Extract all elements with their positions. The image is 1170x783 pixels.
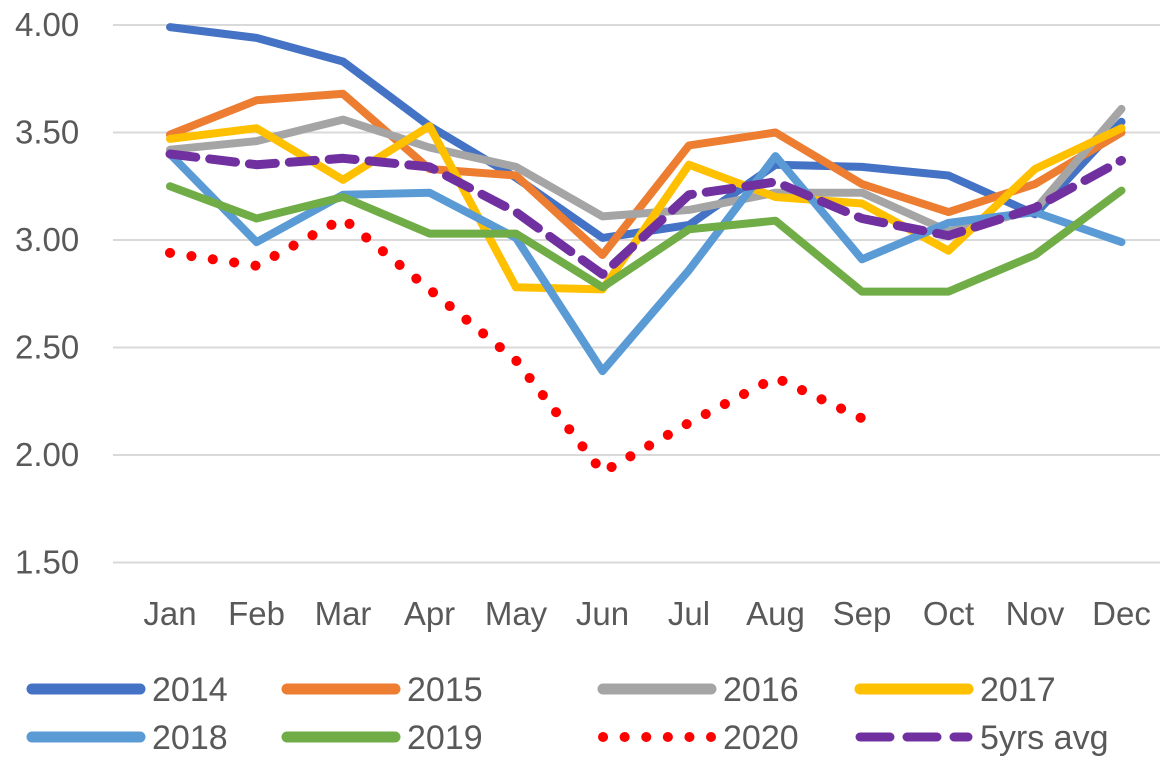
y-tick-label: 3.50 xyxy=(15,114,79,151)
legend-label: 2016 xyxy=(723,671,799,709)
legend-item-2015: 2015 xyxy=(281,671,483,709)
legend-item-5yrs-avg: 5yrs avg xyxy=(855,719,1109,757)
legend-label: 2019 xyxy=(407,719,483,757)
y-tick-label: 1.50 xyxy=(15,544,79,581)
series-line-2015 xyxy=(166,89,1126,259)
x-axis-labels: Jan Feb Mar Apr May Jun Jul Aug Sep Oct Nov Dec xyxy=(143,595,1150,632)
legend: 2014 2015 2016 2017 2018 2019 2020 5yrs avg xyxy=(26,671,1109,757)
y-tick-label: 3.00 xyxy=(15,221,79,258)
x-tick-label: Oct xyxy=(923,595,974,632)
x-tick-label: Mar xyxy=(315,595,372,632)
series-lines xyxy=(165,23,1126,478)
series-line-2019 xyxy=(166,182,1126,296)
legend-item-2014: 2014 xyxy=(26,671,228,709)
legend-label: 5yrs avg xyxy=(980,719,1109,757)
series-line-2017 xyxy=(166,122,1126,294)
legend-item-2017: 2017 xyxy=(854,671,1056,709)
legend-label: 2020 xyxy=(723,719,799,757)
y-tick-label: 4.00 xyxy=(15,6,79,43)
series-line-2020 xyxy=(165,213,867,478)
x-tick-label: Jan xyxy=(143,595,196,632)
legend-label: 2017 xyxy=(980,671,1056,709)
legend-label: 2015 xyxy=(407,671,483,709)
x-tick-label: Jul xyxy=(668,595,710,632)
legend-item-2018: 2018 xyxy=(26,719,228,757)
legend-item-2016: 2016 xyxy=(597,671,799,709)
x-tick-label: May xyxy=(485,595,548,632)
x-tick-label: Dec xyxy=(1092,595,1151,632)
y-tick-label: 2.50 xyxy=(15,329,79,366)
legend-item-2020: 2020 xyxy=(598,719,799,757)
y-tick-label: 2.00 xyxy=(15,436,79,473)
x-tick-label: Jun xyxy=(576,595,629,632)
series-line-5yrs-avg xyxy=(165,149,1126,279)
x-tick-label: Aug xyxy=(746,595,805,632)
x-tick-label: Sep xyxy=(833,595,892,632)
legend-label: 2018 xyxy=(152,719,228,757)
x-tick-label: Feb xyxy=(228,595,285,632)
legend-item-2019: 2019 xyxy=(281,719,483,757)
x-tick-label: Apr xyxy=(404,595,455,632)
gridlines xyxy=(113,24,1160,564)
x-tick-label: Nov xyxy=(1006,595,1065,632)
legend-label: 2014 xyxy=(152,671,228,709)
y-axis-labels: 4.00 3.50 3.00 2.50 2.00 1.50 xyxy=(15,6,79,581)
